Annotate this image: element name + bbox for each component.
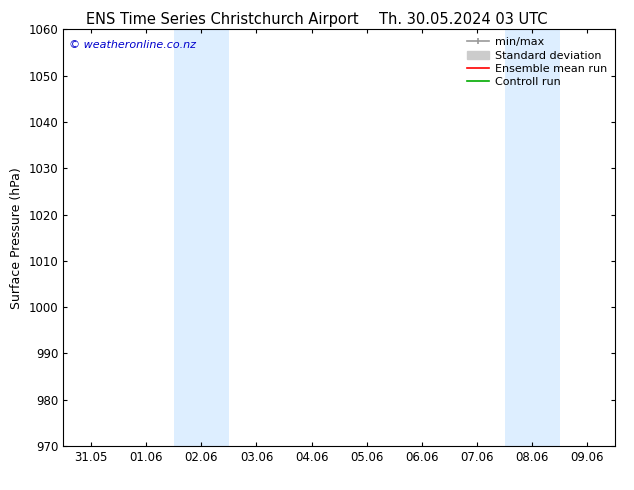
Text: © weatheronline.co.nz: © weatheronline.co.nz (69, 40, 196, 50)
Bar (505, 29, 533, 446)
Y-axis label: Surface Pressure (hPa): Surface Pressure (hPa) (10, 167, 23, 309)
Bar (202, 29, 229, 446)
Text: Th. 30.05.2024 03 UTC: Th. 30.05.2024 03 UTC (378, 12, 547, 27)
Legend: min/max, Standard deviation, Ensemble mean run, Controll run: min/max, Standard deviation, Ensemble me… (463, 33, 612, 92)
Text: ENS Time Series Christchurch Airport: ENS Time Series Christchurch Airport (86, 12, 358, 27)
Bar (533, 29, 560, 446)
Bar (174, 29, 202, 446)
